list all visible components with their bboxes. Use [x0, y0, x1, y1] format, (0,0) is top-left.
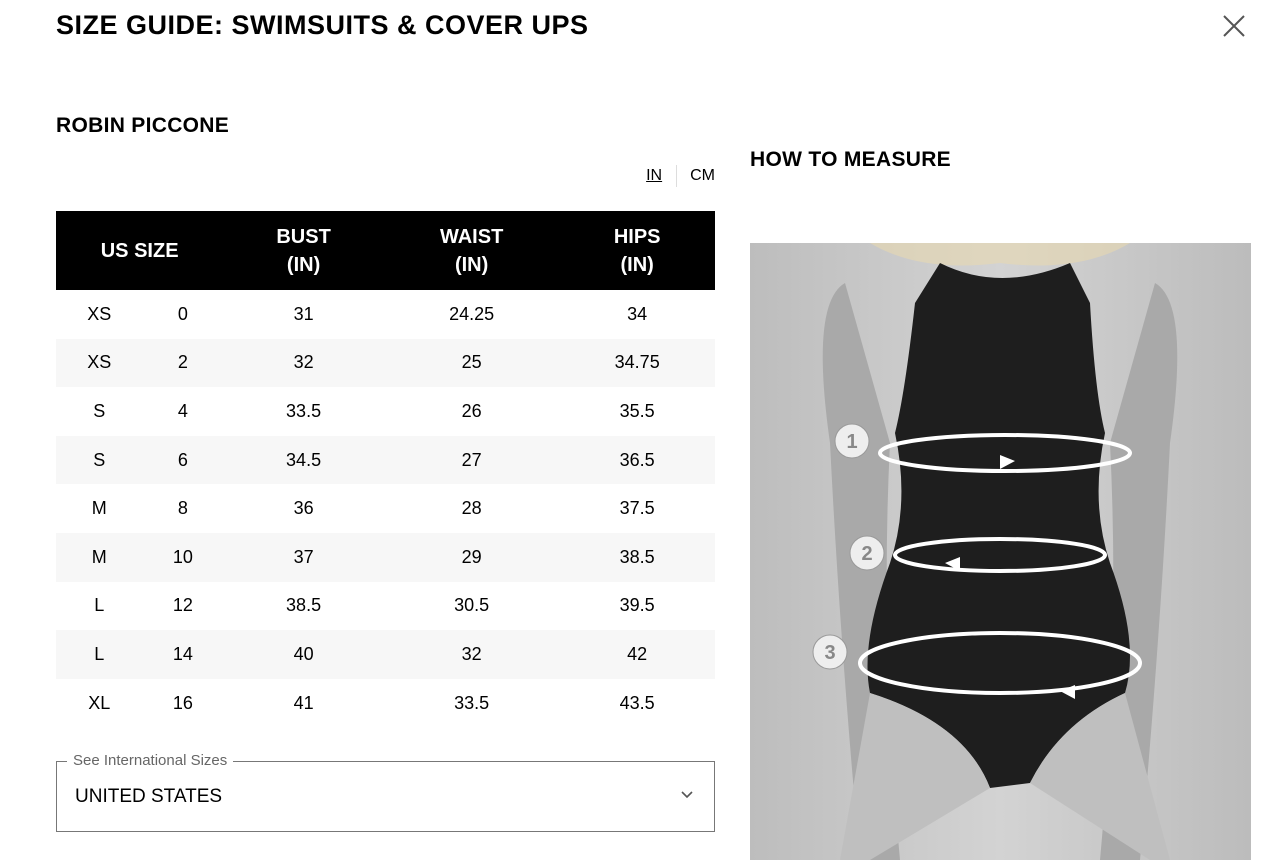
cell-us-size: 14 [172, 643, 193, 664]
select-label: See International Sizes [67, 752, 234, 769]
unit-cm-button[interactable]: CM [690, 167, 715, 184]
cell-waist: 26 [461, 400, 482, 421]
cell-us-size: 10 [172, 546, 193, 567]
cell-us-size: 4 [177, 400, 188, 421]
cell-bust: 31 [293, 303, 314, 324]
cell-bust: 32 [293, 352, 314, 373]
international-sizes-select[interactable]: See International Sizes UNITED STATES [56, 752, 715, 832]
table-row: M 8 36 28 37.5 [56, 484, 715, 533]
unit-in-button[interactable]: IN [646, 167, 663, 184]
cell-letter-size: XL [88, 692, 111, 713]
chevron-down-icon [681, 791, 693, 799]
cell-letter-size: L [94, 643, 105, 664]
unit-toggle: IN CM [620, 165, 715, 187]
cell-hips: 34 [627, 303, 648, 324]
select-value: UNITED STATES [75, 786, 223, 807]
cell-us-size: 2 [177, 352, 188, 373]
cell-waist: 33.5 [454, 692, 490, 713]
table-row: M 10 37 29 38.5 [56, 532, 715, 582]
cell-letter-size: S [93, 400, 106, 421]
measurement-illustration: 1 2 3 [750, 243, 1251, 860]
cell-us-size: 16 [172, 692, 193, 713]
marker-1-label: 1 [846, 431, 857, 453]
cell-hips: 35.5 [619, 400, 655, 421]
cell-hips: 37.5 [619, 498, 655, 519]
table-header: US SIZE BUST (IN) WAIST (IN) HIPS (IN) [56, 211, 715, 290]
table-row: XS 2 32 25 34.75 [56, 338, 715, 388]
header-us-size: US SIZE [56, 211, 223, 290]
marker-1 [834, 423, 870, 459]
cell-letter-size: M [91, 498, 107, 519]
cell-waist: 30.5 [454, 595, 490, 616]
header-waist: WAIST (IN) [384, 211, 559, 290]
how-to-measure-title: HOW TO MEASURE [750, 148, 951, 171]
cell-waist: 27 [461, 449, 482, 470]
table-row: XL 16 41 33.5 43.5 [56, 679, 715, 728]
cell-letter-size: L [94, 595, 105, 616]
cell-waist: 29 [461, 546, 482, 567]
cell-bust: 34.5 [286, 449, 322, 470]
cell-letter-size: XS [87, 352, 112, 373]
header-bust: BUST (IN) [223, 211, 384, 290]
cell-letter-size: XS [87, 303, 112, 324]
header-hips: HIPS (IN) [559, 211, 715, 290]
cell-us-size: 0 [177, 303, 188, 324]
table-row: S 4 33.5 26 35.5 [56, 387, 715, 436]
cell-waist: 32 [461, 643, 482, 664]
marker-2-label: 2 [861, 543, 872, 565]
cell-hips: 43.5 [619, 692, 655, 713]
marker-2 [849, 535, 885, 571]
cell-hips: 42 [627, 643, 648, 664]
cell-us-size: 12 [172, 595, 193, 616]
cell-hips: 36.5 [619, 449, 655, 470]
cell-hips: 34.75 [614, 352, 660, 373]
cell-bust: 36 [293, 498, 314, 519]
cell-us-size: 6 [177, 449, 188, 470]
header-unit: (IN) [620, 253, 654, 276]
table-row: L 12 38.5 30.5 39.5 [56, 582, 715, 631]
divider [676, 165, 678, 187]
table-row: XS 0 31 24.25 34 [56, 290, 715, 339]
cell-bust: 33.5 [286, 400, 322, 421]
cell-hips: 38.5 [619, 546, 655, 567]
measurement-photo: 1 2 3 [750, 243, 1251, 860]
cell-bust: 37 [293, 546, 314, 567]
marker-3-label: 3 [824, 642, 835, 664]
size-table: US SIZE BUST (IN) WAIST (IN) HIPS (IN) XS 0 3… [56, 211, 715, 727]
header-unit: (IN) [454, 253, 489, 276]
table-row: S 6 34.5 27 36.5 [56, 435, 715, 485]
cell-letter-size: M [91, 546, 107, 567]
cell-bust: 40 [293, 643, 314, 664]
header-label: US SIZE [100, 239, 179, 262]
cell-letter-size: S [93, 449, 106, 470]
cell-waist: 25 [461, 352, 482, 373]
cell-bust: 41 [293, 692, 314, 713]
cell-bust: 38.5 [286, 595, 322, 616]
marker-3 [812, 634, 848, 670]
header-label: BUST [276, 225, 331, 248]
header-label: WAIST [439, 225, 504, 248]
cell-us-size: 8 [177, 498, 188, 519]
brand-name: ROBIN PICCONE [56, 114, 230, 137]
page-title: SIZE GUIDE: SWIMSUITS & COVER UPS [56, 10, 589, 40]
cell-waist: 28 [461, 498, 482, 519]
header-label: HIPS [613, 225, 661, 248]
table-row: L 14 40 32 42 [56, 630, 715, 679]
header-unit: (IN) [286, 253, 321, 276]
cell-hips: 39.5 [619, 595, 655, 616]
close-icon[interactable] [1220, 12, 1248, 40]
cell-waist: 24.25 [449, 303, 495, 324]
